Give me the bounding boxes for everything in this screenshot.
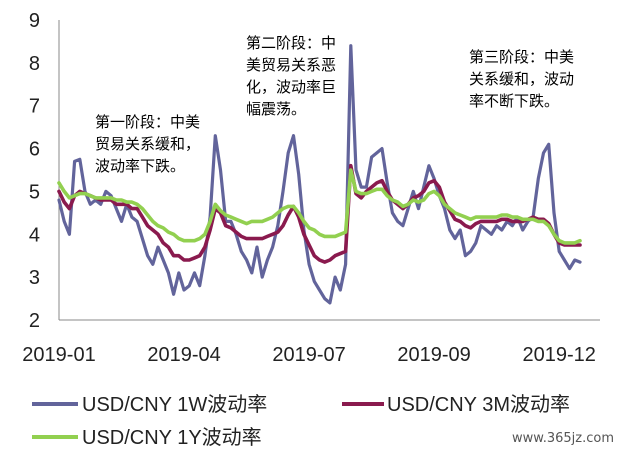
x-tick-label: 2019-07	[272, 344, 345, 366]
annotation-3-line-3: 率不断下跌。	[469, 92, 559, 110]
annotation-1-line-1: 第一阶段：中美	[95, 113, 200, 131]
annotation-phase-2: 第二阶段：中 美贸易关系恶 化，波动率巨 幅震荡。	[246, 34, 336, 118]
x-tick-label: 2019-09	[397, 344, 470, 366]
series-line-3m	[57, 163, 582, 264]
annotation-2-line-3: 化，波动率巨	[246, 78, 336, 96]
annotation-phase-3: 第三阶段：中美 关系缓和，波动 率不断下跌。	[469, 48, 574, 110]
series-line-1y	[57, 168, 582, 245]
watermark-text: www.365jz.com	[512, 431, 614, 446]
y-tick-label: 9	[29, 10, 40, 32]
y-tick-label: 3	[29, 267, 40, 289]
x-tick-label: 2019-12	[522, 344, 595, 366]
annotation-3-line-1: 第三阶段：中美	[469, 48, 574, 66]
annotation-2-line-2: 美贸易关系恶	[246, 56, 336, 74]
annotation-1-line-2: 贸易关系缓和，	[95, 135, 200, 153]
series-lines	[57, 44, 582, 305]
legend-label-3m: USD/CNY 3M波动率	[387, 393, 570, 416]
legend-item-1w: USD/CNY 1W波动率	[32, 393, 267, 416]
watermark: www.365jz.com	[505, 426, 630, 448]
annotation-3-line-2: 关系缓和，波动	[469, 70, 574, 88]
legend-label-1y: USD/CNY 1Y波动率	[82, 426, 262, 449]
annotation-1-line-3: 波动率下跌。	[95, 157, 185, 175]
x-tick-label: 2019-04	[147, 344, 220, 366]
annotation-phase-1: 第一阶段：中美 贸易关系缓和， 波动率下跌。	[95, 113, 200, 175]
annotation-2-line-1: 第二阶段：中	[246, 34, 336, 52]
series-line-1w	[57, 44, 582, 305]
legend: USD/CNY 1W波动率 USD/CNY 3M波动率 USD/CNY 1Y波动…	[32, 393, 570, 449]
legend-item-3m: USD/CNY 3M波动率	[342, 393, 570, 416]
legend-item-1y: USD/CNY 1Y波动率	[32, 426, 262, 449]
x-tick-labels: 2019-01 2019-04 2019-07 2019-09 2019-12	[22, 344, 596, 366]
y-tick-label: 7	[29, 96, 40, 118]
watermark-bg	[505, 426, 630, 448]
y-tick-label: 4	[29, 224, 40, 246]
y-tick-label: 5	[29, 181, 40, 203]
annotation-2-line-4: 幅震荡。	[246, 100, 306, 118]
y-tick-labels: 2 3 4 5 6 7 8 9	[29, 10, 40, 332]
y-tick-label: 8	[29, 53, 40, 75]
y-tick-label: 6	[29, 139, 40, 161]
y-tick-label: 2	[29, 310, 40, 332]
legend-label-1w: USD/CNY 1W波动率	[82, 393, 267, 416]
x-tick-label: 2019-01	[22, 344, 95, 366]
